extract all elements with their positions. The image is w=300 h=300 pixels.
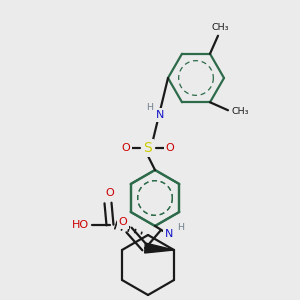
Text: N: N [156, 110, 164, 120]
Text: CH₃: CH₃ [231, 107, 249, 116]
Text: O: O [122, 143, 130, 153]
Text: O: O [106, 188, 114, 198]
Polygon shape [145, 243, 174, 253]
Text: O: O [166, 143, 174, 153]
Text: CH₃: CH₃ [211, 23, 229, 32]
Text: HO: HO [71, 220, 88, 230]
Text: S: S [144, 141, 152, 155]
Text: H: H [178, 224, 184, 232]
Text: H: H [146, 103, 154, 112]
Text: O: O [118, 217, 127, 227]
Text: N: N [165, 229, 173, 239]
